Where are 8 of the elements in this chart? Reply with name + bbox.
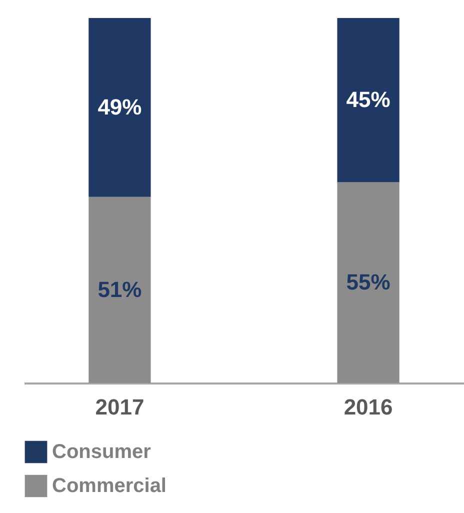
- data-label: 45%: [346, 87, 390, 112]
- data-label: 55%: [346, 270, 390, 295]
- legend-label: Consumer: [52, 441, 152, 463]
- legend-label: Commercial: [52, 475, 166, 497]
- data-label: 51%: [98, 276, 142, 302]
- data-label: 49%: [98, 94, 142, 120]
- x-tick-label: 2016: [344, 394, 393, 420]
- x-tick-label: 2017: [95, 394, 144, 420]
